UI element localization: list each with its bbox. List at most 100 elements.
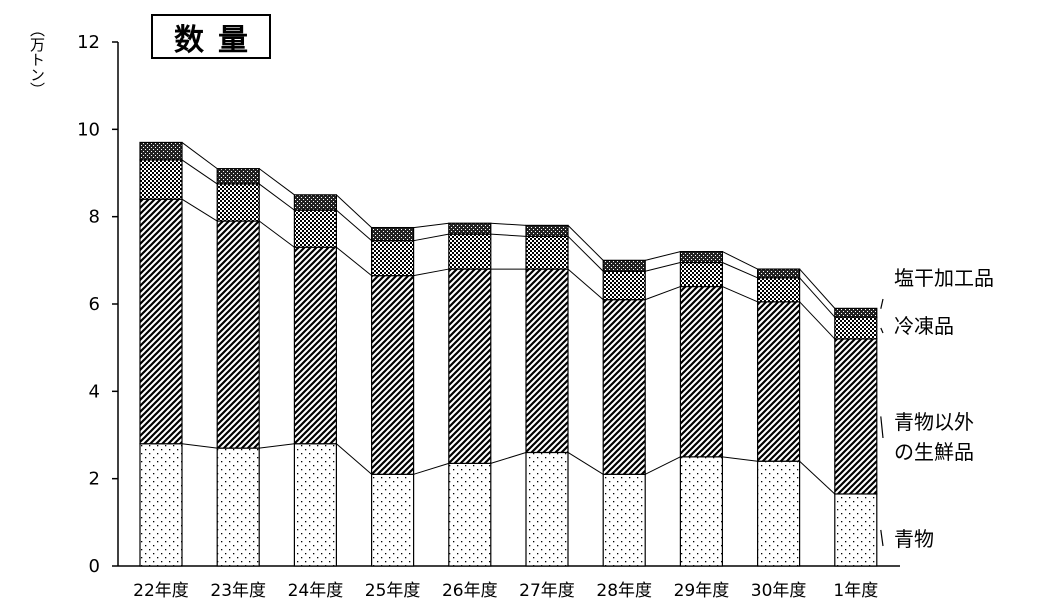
legend-label: 冷凍品 [894, 314, 954, 338]
bar-segment [834, 338, 878, 495]
x-tick-label: 23年度 [210, 581, 266, 601]
y-tick-labels: 0 2 4 6 8 10 12 [77, 32, 118, 577]
series-connector [567, 235, 604, 272]
series-connector [413, 222, 449, 229]
bar-segment [139, 443, 183, 567]
series-connector [258, 183, 295, 211]
chart-title: 数量 [151, 14, 271, 59]
bar-segment [602, 270, 646, 301]
legend-leader-line [880, 298, 884, 309]
bar-segment [756, 277, 801, 303]
series-connector [181, 443, 218, 449]
legend-label: 青物 [894, 527, 934, 551]
y-tick-label: 10 [77, 119, 100, 140]
x-tick-label: 28年度 [596, 581, 652, 601]
series-connector [799, 460, 836, 495]
bar-segment [602, 473, 646, 567]
bar-segment [602, 299, 646, 475]
series-connector [799, 301, 836, 340]
series-connector [722, 262, 758, 279]
series-connector [181, 159, 218, 185]
bar-segment [293, 194, 337, 211]
series-connector [181, 198, 218, 222]
bar-segment [448, 462, 492, 567]
series-connector [336, 246, 372, 277]
connector-lines [181, 142, 836, 495]
series-connector [413, 462, 449, 475]
legend-label: の生鮮品 [894, 440, 974, 464]
series-connector [645, 262, 681, 272]
series-connector [336, 209, 372, 242]
bar-segment [139, 141, 183, 161]
bar-segment [448, 268, 492, 464]
bar-segment [756, 301, 801, 462]
bar-segment [371, 473, 415, 567]
bar-segment [679, 251, 724, 264]
x-tick-label: 24年度 [288, 581, 344, 601]
bar-segment [756, 460, 801, 567]
bar-segment [525, 268, 569, 454]
series-connector [490, 451, 527, 464]
y-tick-label: 0 [89, 556, 100, 577]
bar-segment [602, 259, 646, 272]
bar-segment [679, 456, 724, 567]
bar-segment [371, 240, 415, 277]
x-tick-label: 1年度 [833, 581, 878, 601]
bar-segment [525, 224, 569, 237]
x-tick-label: 29年度 [674, 581, 730, 601]
legend-leader-line [880, 416, 884, 439]
bar-segment [525, 451, 569, 567]
legend-label: 塩干加工品 [894, 266, 994, 290]
y-tick-label: 8 [89, 207, 100, 228]
bar-segment [834, 493, 878, 567]
x-tick-label: 30年度 [751, 581, 807, 601]
bar-segment [293, 209, 337, 248]
bar-segment [525, 235, 569, 270]
y-tick-label: 2 [89, 469, 100, 490]
series-connector [490, 222, 527, 226]
series-connector [336, 443, 372, 475]
series-connector [567, 452, 604, 475]
x-tick-label: 22年度 [133, 581, 189, 601]
bar-segment [371, 275, 415, 475]
bar-segment [448, 222, 492, 235]
series-connector [645, 286, 681, 301]
bar-segment [371, 226, 415, 242]
series-connector [567, 268, 604, 301]
series-connector [181, 142, 218, 170]
series-connector [799, 268, 836, 309]
x-tick-label: 26年度 [442, 581, 498, 601]
bar-segment [679, 285, 724, 458]
bar-segment [448, 233, 492, 270]
x-tick-label: 25年度 [365, 581, 421, 601]
series-connector [490, 233, 527, 237]
bar-segment [679, 261, 724, 288]
bar-segment [293, 246, 337, 445]
bar-segment [139, 198, 183, 445]
series-connector [258, 220, 295, 248]
bar-segment [216, 220, 260, 449]
bar-segment [216, 447, 260, 567]
series-connector [259, 443, 295, 449]
series-connector [799, 277, 836, 318]
y-tick-label: 12 [77, 32, 100, 53]
series-connector [567, 225, 604, 261]
legend-leader-line [880, 327, 884, 334]
series-connector [336, 194, 372, 228]
series-connector [644, 456, 681, 475]
bar-segment [293, 443, 337, 567]
y-tick-label: 4 [89, 381, 100, 402]
x-tick-label: 27年度 [519, 581, 575, 601]
series-connector [722, 456, 758, 462]
series-connector [722, 286, 758, 303]
x-tick-labels: 22年度 23年度 24年度 25年度 26年度 27年度 28年度 29年度 30年度 1年度 [133, 581, 878, 601]
bar-segment [216, 168, 260, 185]
series-connector [258, 168, 295, 196]
series-connector [645, 251, 681, 261]
y-axis-unit: （万トン） [28, 22, 46, 97]
bar-segment [756, 268, 801, 279]
legend-leader-line [880, 529, 884, 547]
bar-segment [139, 159, 183, 200]
